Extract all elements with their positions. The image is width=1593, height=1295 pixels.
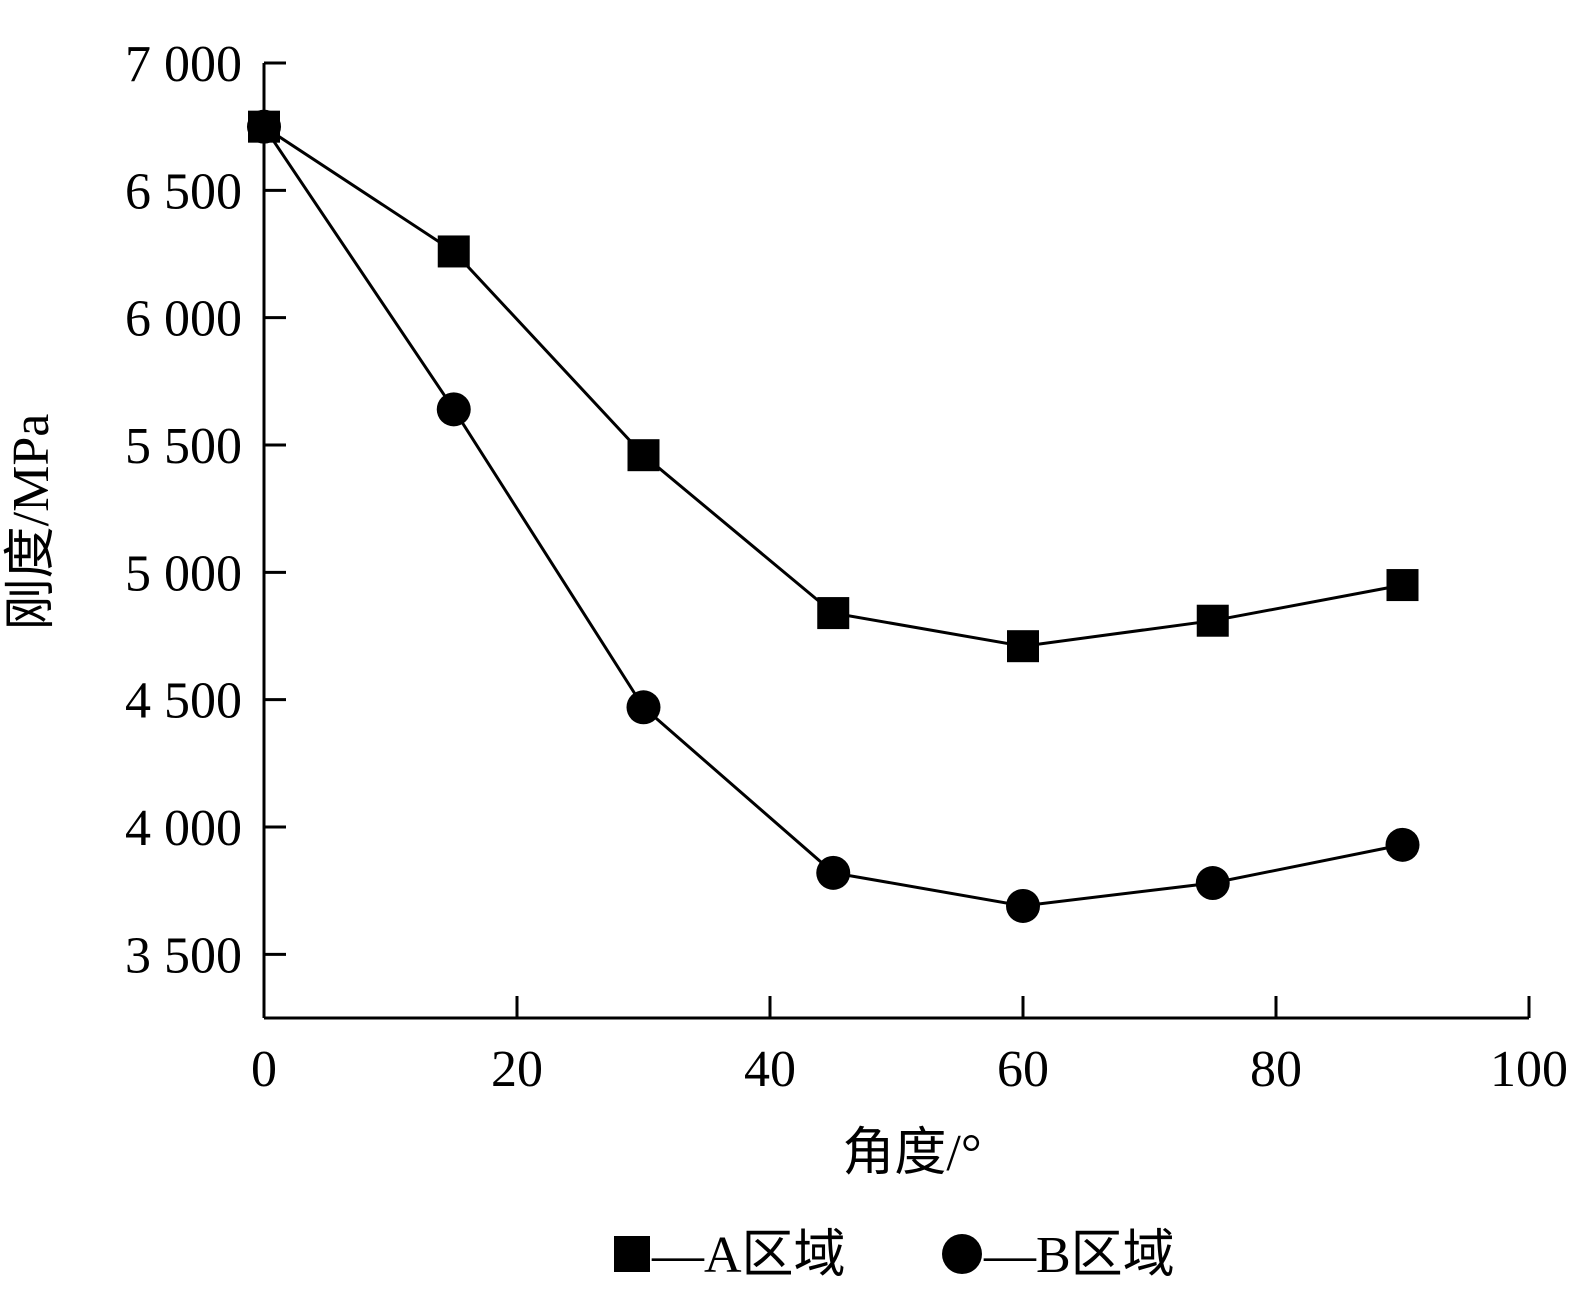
x-tick-label: 100	[1490, 1041, 1568, 1098]
y-tick-label: 3 500	[125, 927, 242, 984]
square-marker	[437, 235, 470, 268]
legend-square-marker-icon	[614, 1236, 650, 1272]
square-marker	[817, 597, 850, 630]
y-tick-label: 7 000	[125, 36, 242, 93]
y-tick-label: 5 500	[125, 418, 242, 475]
legend-circle-marker-icon	[942, 1234, 982, 1274]
legend-item-b: —B区域	[942, 1227, 1175, 1284]
circle-marker	[1195, 866, 1230, 901]
y-axis-title: 刚度/MPa	[3, 414, 60, 631]
legend-label-a: —A区域	[651, 1227, 846, 1284]
circle-marker	[247, 109, 281, 144]
circle-marker	[1385, 827, 1420, 862]
series-b	[247, 109, 1420, 923]
series-layer	[247, 109, 1420, 923]
legend: —A区域 —B区域	[614, 1227, 1175, 1284]
square-marker	[1386, 569, 1419, 602]
series-line	[263, 125, 1403, 648]
y-tick-label: 5 000	[125, 545, 242, 602]
y-tick-label: 4 500	[125, 673, 242, 730]
y-tick-label: 4 000	[125, 800, 242, 857]
labels: 角度/° 刚度/MPa	[3, 414, 982, 1182]
circle-marker	[626, 690, 661, 725]
legend-item-a: —A区域	[614, 1227, 846, 1284]
x-tick-label: 80	[1250, 1041, 1302, 1098]
circle-marker	[436, 392, 471, 427]
square-marker	[1007, 630, 1039, 663]
square-marker	[1196, 604, 1229, 637]
x-tick-label: 60	[997, 1041, 1049, 1098]
x-axis-title: 角度/°	[842, 1125, 981, 1182]
x-tick-label: 40	[744, 1041, 796, 1098]
x-tick-label: 20	[491, 1041, 543, 1098]
legend-label-b: —B区域	[983, 1227, 1175, 1284]
series-a	[248, 110, 1419, 663]
circle-marker	[816, 855, 851, 890]
y-tick-label: 6 500	[125, 163, 242, 220]
square-marker	[627, 439, 660, 472]
circle-marker	[1006, 888, 1040, 923]
series-line	[262, 125, 1403, 908]
y-tick-label: 6 000	[125, 291, 242, 348]
axes: 3 500 4 000 4 500 5 000 5 500 6 000 6 500 7 000…	[125, 36, 1568, 1098]
x-tick-label: 0	[251, 1041, 277, 1098]
